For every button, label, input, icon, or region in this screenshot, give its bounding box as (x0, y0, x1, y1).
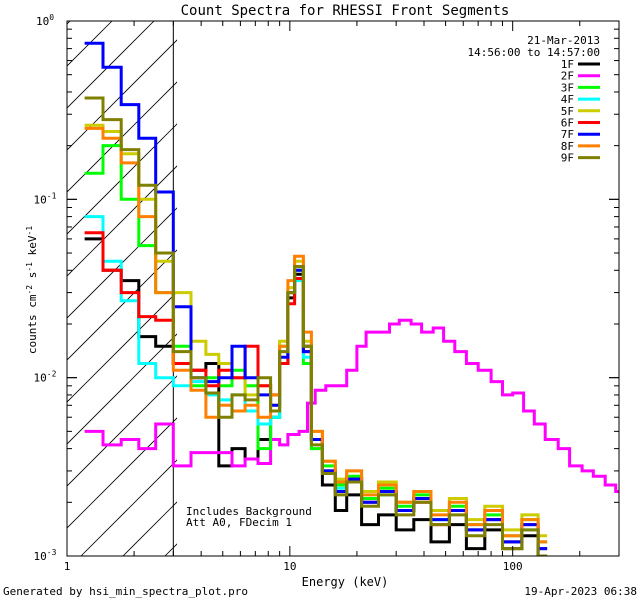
y-tick-label: 10-3 (34, 548, 57, 563)
footer-generated-by: Generated by hsi_min_spectra_plot.pro (3, 585, 248, 598)
legend-label-6f: 6F (561, 117, 574, 130)
hatch-line (67, 39, 177, 151)
y-axis-label: counts cm-2 s-1 keV-1 (25, 226, 39, 354)
x-tick-label: 1 (64, 560, 71, 573)
legend-label-4f: 4F (561, 93, 574, 106)
hatch-line (67, 249, 177, 361)
series-9f (84, 96, 548, 556)
hatch-line (67, 417, 177, 529)
x-tick-label: 10 (283, 560, 296, 573)
footer-timestamp: 19-Apr-2023 06:38 (524, 585, 637, 598)
legend-label-5f: 5F (561, 105, 574, 118)
hatch-line (67, 207, 177, 319)
attenuator-hatch (67, 21, 177, 556)
hatch-line (67, 375, 177, 487)
x-tick-label: 100 (503, 560, 523, 573)
plot-frame (66, 20, 620, 557)
y-tick-label: 10-1 (34, 191, 57, 206)
hatch-line (67, 21, 155, 109)
series-2f (84, 318, 619, 493)
hatch-line (67, 21, 113, 67)
annotation-attenuator: Att A0, FDecim 1 (186, 516, 292, 529)
annotation-background: Includes Background (186, 505, 312, 518)
chart-title: Count Spectra for RHESSI Front Segments (181, 3, 510, 19)
legend-date: 21-Mar-2013 (527, 34, 600, 47)
y-tick-label: 100 (36, 13, 54, 28)
hatch-line (67, 165, 177, 277)
x-axis-label: Energy (keV) (302, 575, 389, 589)
legend-label-2f: 2F (561, 70, 574, 83)
legend-label-9f: 9F (561, 152, 574, 165)
legend-label-1f: 1F (561, 58, 574, 71)
legend-label-8f: 8F (561, 140, 574, 153)
y-tick-label: 10-2 (34, 370, 57, 385)
legend-label-7f: 7F (561, 128, 574, 141)
legend-time-range: 14:56:00 to 14:57:00 (468, 46, 600, 59)
legend-label-3f: 3F (561, 81, 574, 94)
